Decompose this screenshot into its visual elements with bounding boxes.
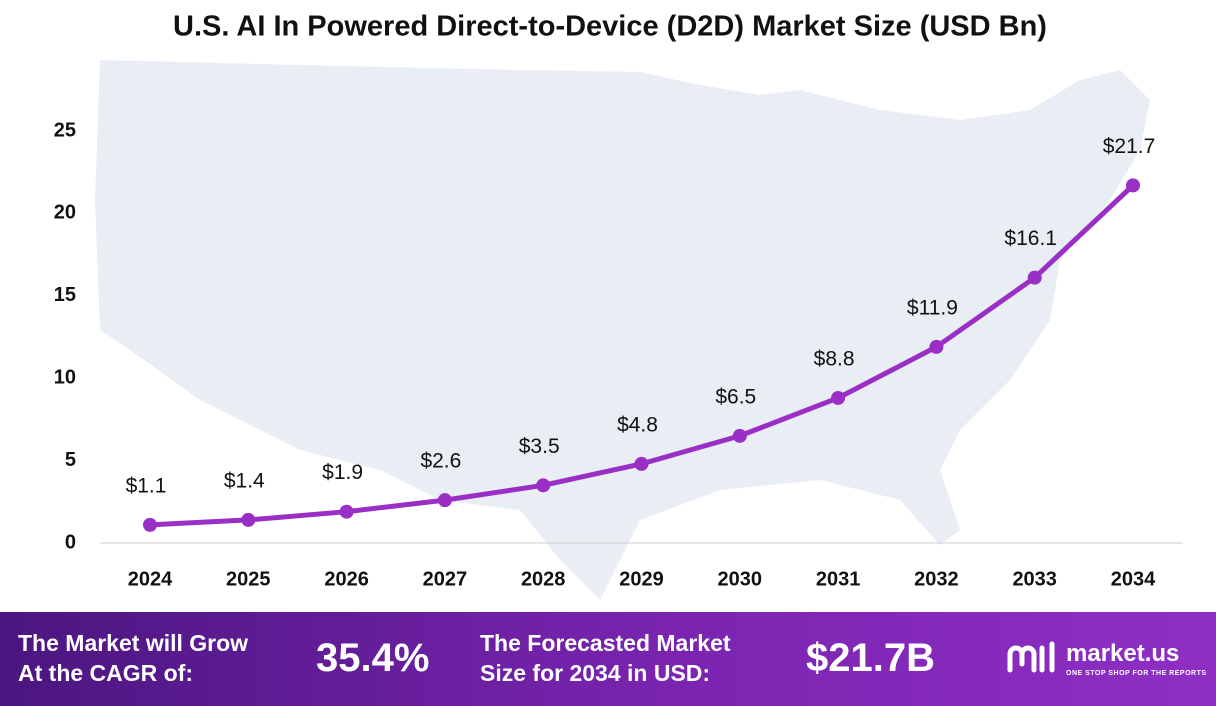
data-label: $11.9 [907,296,958,319]
y-tick-label: 25 [54,119,76,141]
data-point [929,339,944,354]
y-tick-label: 20 [54,202,76,224]
data-label: $2.6 [420,450,461,473]
text-line: The Market will Grow [18,630,249,656]
data-label: $1.1 [126,474,167,497]
text-line: Size for 2034 in USD: [480,660,711,686]
text-line: The Forecasted Market [480,630,731,656]
data-label: $3.5 [519,435,560,458]
data-point [437,493,452,508]
data-label: $6.5 [715,385,756,408]
chart: U.S. AI In Powered Direct-to-Device (D2D… [54,11,1183,600]
x-tick-label: 2029 [619,568,664,590]
chart-title: U.S. AI In Powered Direct-to-Device (D2D… [173,11,1047,43]
y-tick-label: 10 [54,366,76,388]
data-point [241,512,256,527]
data-point [536,478,551,493]
brand-name: market.us [1066,640,1180,667]
x-tick-label: 2026 [324,568,369,590]
x-tick-label: 2027 [423,568,468,590]
x-tick-label: 2031 [816,568,861,590]
x-tick-label: 2032 [914,568,959,590]
text-line: At the CAGR of: [18,660,194,686]
forecast-value: $21.7B [806,636,935,680]
brand-icon [1007,641,1055,673]
cagr-text: The Market will Grow At the CAGR of: [18,628,248,688]
y-tick-label: 15 [54,284,76,306]
data-point [732,428,747,443]
data-label: $16.1 [1004,227,1057,250]
cagr-value: 35.4% [316,636,430,680]
brand-tagline: ONE STOP SHOP FOR THE REPORTS [1066,670,1207,677]
x-tick-label: 2033 [1012,568,1057,590]
data-label: $8.8 [814,348,855,371]
data-point [339,504,354,519]
x-tick-label: 2028 [521,568,566,590]
y-tick-label: 0 [65,531,76,553]
data-point [1126,178,1140,193]
x-tick-label: 2025 [226,568,271,590]
data-label: $4.8 [617,413,658,436]
data-point [143,517,157,532]
data-label: $21.7 [1103,135,1156,158]
x-tick-label: 2030 [718,568,763,590]
footer-banner: The Market will Grow At the CAGR of: 35.4… [0,612,1216,706]
y-tick-label: 5 [65,449,76,471]
x-tick-label: 2024 [128,568,173,590]
data-point [1027,270,1042,285]
data-label: $1.9 [322,461,363,484]
data-point [634,456,649,471]
forecast-text: The Forecasted Market Size for 2034 in US… [480,628,731,688]
map-background [95,60,1150,600]
data-point [831,390,846,405]
x-tick-label: 2034 [1111,568,1156,590]
data-label: $1.4 [224,469,265,492]
